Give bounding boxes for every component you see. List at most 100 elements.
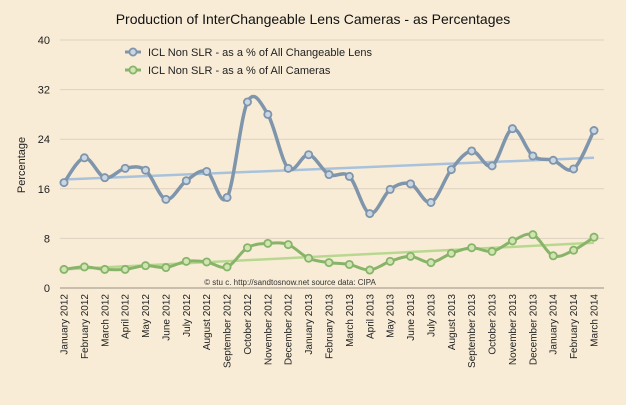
data-point	[202, 257, 212, 267]
x-tick-label: August 2012	[202, 294, 213, 351]
data-point	[304, 253, 314, 263]
data-point	[589, 232, 599, 242]
data-point	[426, 258, 436, 268]
data-point	[283, 163, 293, 173]
x-axis-ticks: January 2012 February 2012 March 2012 April…	[60, 294, 601, 368]
gridlines	[60, 39, 604, 289]
data-point	[406, 179, 416, 189]
data-points	[59, 97, 599, 275]
data-point	[120, 264, 130, 274]
data-point	[487, 246, 497, 256]
x-tick-label: April 2012	[121, 294, 132, 339]
x-tick-label: July 2013	[426, 294, 437, 337]
data-point	[365, 265, 375, 275]
data-point	[181, 256, 191, 266]
x-tick-label: July 2012	[182, 294, 193, 337]
x-tick-label: November 2012	[263, 294, 274, 366]
data-point	[59, 264, 69, 274]
x-tick-label: December 2012	[284, 294, 295, 366]
legend: ICL Non SLR - as a % of All Changeable L…	[125, 47, 373, 77]
x-tick-label: October 2012	[243, 294, 254, 355]
data-point	[263, 238, 273, 248]
x-tick-label: January 2014	[549, 294, 560, 355]
data-point	[589, 126, 599, 136]
data-point	[446, 248, 456, 258]
legend-marker	[128, 47, 138, 57]
data-point	[242, 97, 252, 107]
data-point	[222, 262, 232, 272]
data-point	[548, 251, 558, 261]
x-tick-label: March 2012	[100, 294, 111, 347]
data-point	[202, 166, 212, 176]
legend-label: ICL Non SLR - as a % of All Cameras	[148, 65, 331, 77]
data-point	[283, 240, 293, 250]
data-point	[528, 230, 538, 240]
data-point	[141, 261, 151, 271]
x-tick-label: February 2012	[80, 294, 91, 359]
data-point	[79, 262, 89, 272]
y-axis-ticks: 0 8 16 24 32 40	[38, 35, 50, 295]
data-point	[569, 164, 579, 174]
data-point	[467, 243, 477, 253]
y-tick-label: 0	[44, 283, 50, 295]
data-point	[385, 256, 395, 266]
data-point	[263, 109, 273, 119]
y-tick-label: 24	[38, 134, 50, 146]
data-point	[344, 171, 354, 181]
y-tick-label: 8	[44, 233, 50, 245]
data-point	[426, 197, 436, 207]
x-tick-label: May 2013	[386, 294, 397, 338]
data-point	[161, 194, 171, 204]
data-point	[507, 236, 517, 246]
data-point	[304, 150, 314, 160]
data-point	[79, 153, 89, 163]
x-tick-label: April 2013	[365, 294, 376, 339]
data-point	[507, 124, 517, 134]
x-tick-label: June 2013	[406, 294, 417, 341]
data-point	[467, 146, 477, 156]
data-point	[548, 155, 558, 165]
data-point	[59, 178, 69, 188]
x-tick-label: February 2013	[325, 294, 336, 359]
legend-marker	[128, 65, 138, 75]
data-point	[385, 184, 395, 194]
data-point	[324, 258, 334, 268]
x-tick-label: September 2013	[467, 294, 478, 368]
data-point	[344, 259, 354, 269]
data-point	[181, 176, 191, 186]
data-point	[242, 243, 252, 253]
data-point	[161, 263, 171, 273]
data-point	[406, 251, 416, 261]
x-tick-label: June 2012	[161, 294, 172, 341]
data-point	[569, 245, 579, 255]
x-tick-label: November 2013	[508, 294, 519, 366]
y-tick-label: 16	[38, 184, 50, 196]
data-point	[100, 173, 110, 183]
y-tick-label: 32	[38, 85, 50, 97]
x-tick-label: February 2014	[569, 294, 580, 359]
x-tick-label: January 2013	[304, 294, 315, 355]
data-point	[528, 151, 538, 161]
x-tick-label: December 2013	[528, 294, 539, 366]
y-tick-label: 40	[38, 35, 50, 47]
data-point	[141, 165, 151, 175]
x-tick-label: August 2013	[447, 294, 458, 351]
x-tick-label: May 2012	[141, 294, 152, 338]
data-point	[365, 209, 375, 219]
x-tick-label: September 2012	[223, 294, 234, 368]
x-tick-label: March 2013	[345, 294, 356, 347]
data-point	[487, 161, 497, 171]
data-point	[100, 264, 110, 274]
x-tick-label: March 2014	[590, 294, 601, 347]
y-axis-label: Percentage	[16, 137, 28, 193]
chart-title: Production of InterChangeable Lens Camer…	[116, 11, 511, 27]
data-point	[446, 165, 456, 175]
data-point	[222, 192, 232, 202]
data-point	[120, 163, 130, 173]
series-line-1	[62, 94, 596, 216]
data-point	[324, 170, 334, 180]
trendline-series-1	[63, 156, 595, 181]
x-tick-label: October 2013	[488, 294, 499, 355]
